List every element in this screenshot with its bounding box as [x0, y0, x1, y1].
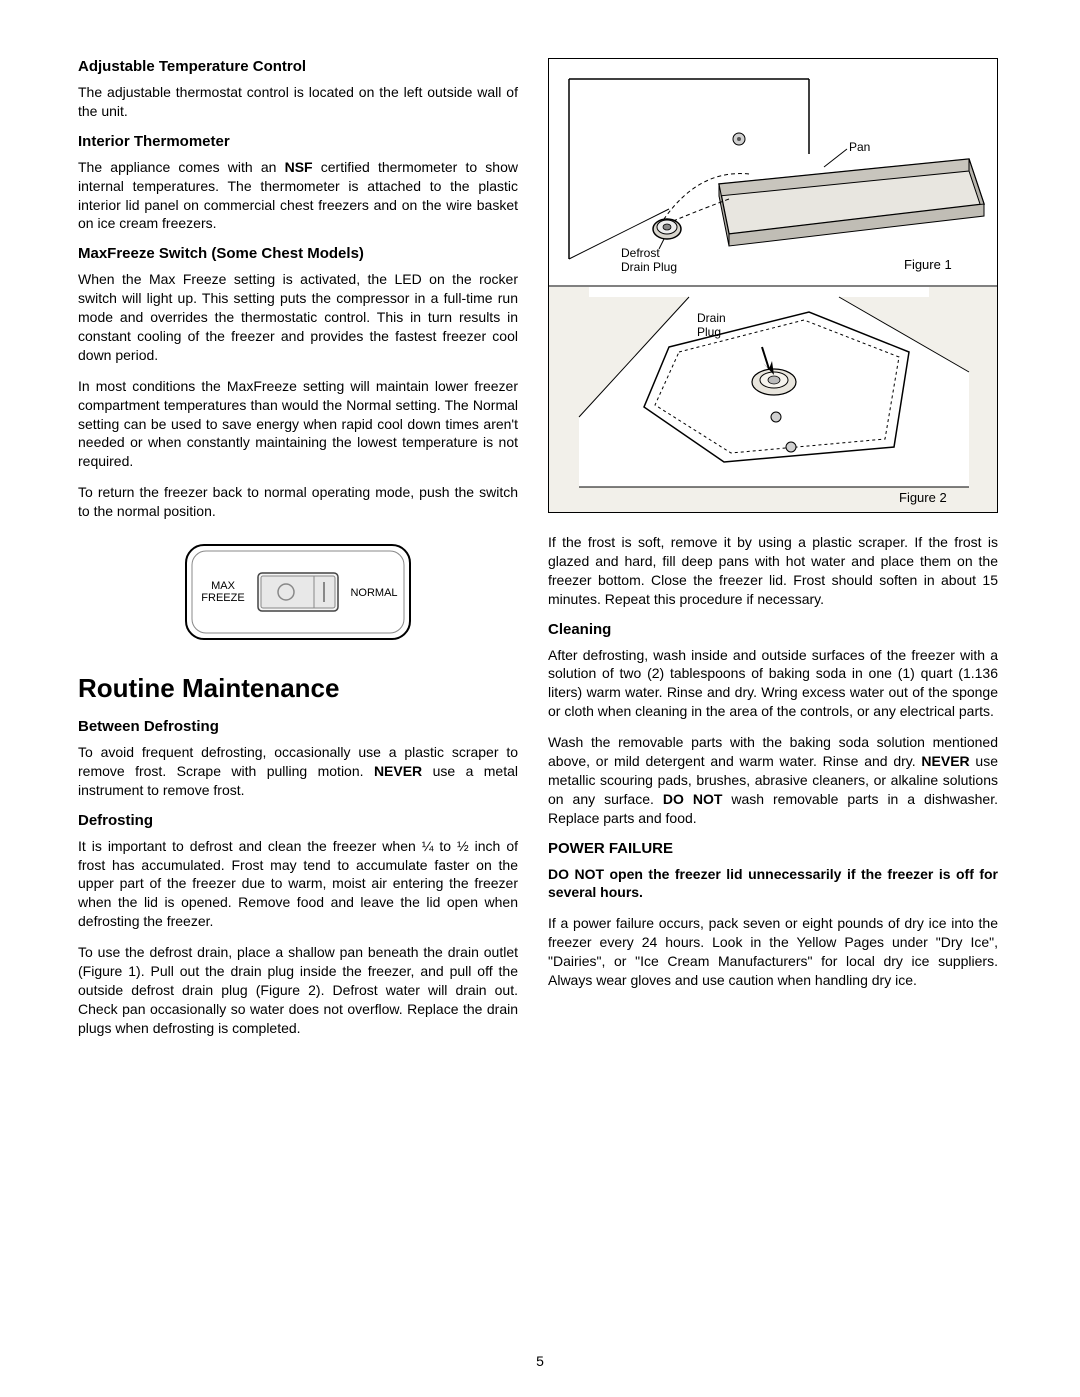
section-maxfreeze: MaxFreeze Switch (Some Chest Models) Whe… [78, 245, 518, 521]
figure1-label-drainplug: Drain Plug [621, 260, 677, 274]
heading: Cleaning [548, 621, 998, 638]
section-defrosting: Defrosting It is important to defrost an… [78, 812, 518, 1038]
figure2-caption: Figure 2 [899, 490, 947, 505]
paragraph: To return the freezer back to normal ope… [78, 483, 518, 521]
paragraph: In most conditions the MaxFreeze setting… [78, 377, 518, 471]
figure1-label-pan: Pan [849, 140, 870, 154]
paragraph: To avoid frequent defrosting, occasional… [78, 743, 518, 800]
text-run: DO NOT [663, 791, 723, 807]
main-heading-routine-maintenance: Routine Maintenance [78, 673, 518, 704]
switch-label-freeze: FREEZE [201, 592, 244, 604]
text-run: When the Max Freeze setting is activated… [78, 271, 518, 363]
paragraph: When the Max Freeze setting is activated… [78, 270, 518, 364]
heading: Interior Thermometer [78, 133, 518, 150]
figure2-label-plug: Plug [697, 325, 721, 339]
text-run: It is important to defrost and clean the… [78, 838, 518, 930]
text-run: If a power failure occurs, pack seven or… [548, 915, 998, 988]
heading: MaxFreeze Switch (Some Chest Models) [78, 245, 518, 262]
left-column: Adjustable Temperature Control The adjus… [78, 58, 518, 1050]
paragraph: To use the defrost drain, place a shallo… [78, 943, 518, 1037]
heading: POWER FAILURE [548, 840, 998, 857]
paragraph: After defrosting, wash inside and outsid… [548, 646, 998, 722]
text-run: NEVER [921, 753, 969, 769]
paragraph: If the frost is soft, remove it by using… [548, 533, 998, 609]
paragraph: Wash the removable parts with the baking… [548, 733, 998, 827]
figures-box: Pan Defrost Drain Plug Figure 1 [548, 58, 998, 513]
paragraph: It is important to defrost and clean the… [78, 837, 518, 931]
page-number: 5 [536, 1353, 544, 1369]
section-interior-thermometer: Interior Thermometer The appliance comes… [78, 133, 518, 234]
text-run: To return the freezer back to normal ope… [78, 484, 518, 519]
paragraph: The appliance comes with an NSF certifie… [78, 158, 518, 234]
figure-2-diagram: Drain Plug Figure 2 [549, 287, 997, 512]
figure2-label-drain: Drain [697, 311, 726, 325]
figure1-caption: Figure 1 [904, 257, 952, 272]
text-run: The appliance comes with an [78, 159, 285, 175]
text-run: If the frost is soft, remove it by using… [548, 534, 998, 607]
text-run: NSF [285, 159, 313, 175]
text-run: The adjustable thermostat control is loc… [78, 84, 518, 119]
paragraph: The adjustable thermostat control is loc… [78, 83, 518, 121]
text-run: DO NOT open the freezer lid unnecessaril… [548, 866, 998, 901]
switch-label-normal: NORMAL [350, 587, 397, 599]
right-column: Pan Defrost Drain Plug Figure 1 [548, 58, 998, 1050]
paragraph: DO NOT open the freezer lid unnecessaril… [548, 865, 998, 903]
maxfreeze-switch-diagram: MAX FREEZE NORMAL [178, 537, 418, 647]
text-run: NEVER [374, 763, 422, 779]
page-content: Adjustable Temperature Control The adjus… [78, 58, 1002, 1050]
section-between-defrosting: Between Defrosting To avoid frequent def… [78, 718, 518, 800]
text-run: After defrosting, wash inside and outsid… [548, 647, 998, 720]
heading: Defrosting [78, 812, 518, 829]
heading: Adjustable Temperature Control [78, 58, 518, 75]
switch-label-max: MAX [211, 580, 236, 592]
section-cleaning: Cleaning After defrosting, wash inside a… [548, 621, 998, 828]
figure1-label-defrost: Defrost [621, 246, 660, 260]
text-run: In most conditions the MaxFreeze setting… [78, 378, 518, 470]
text-run: To use the defrost drain, place a shallo… [78, 944, 518, 1036]
figure-1-diagram: Pan Defrost Drain Plug Figure 1 [549, 59, 997, 287]
paragraph: If a power failure occurs, pack seven or… [548, 914, 998, 990]
section-adjustable-temp: Adjustable Temperature Control The adjus… [78, 58, 518, 121]
heading: Between Defrosting [78, 718, 518, 735]
section-power-failure: POWER FAILURE DO NOT open the freezer li… [548, 840, 998, 990]
